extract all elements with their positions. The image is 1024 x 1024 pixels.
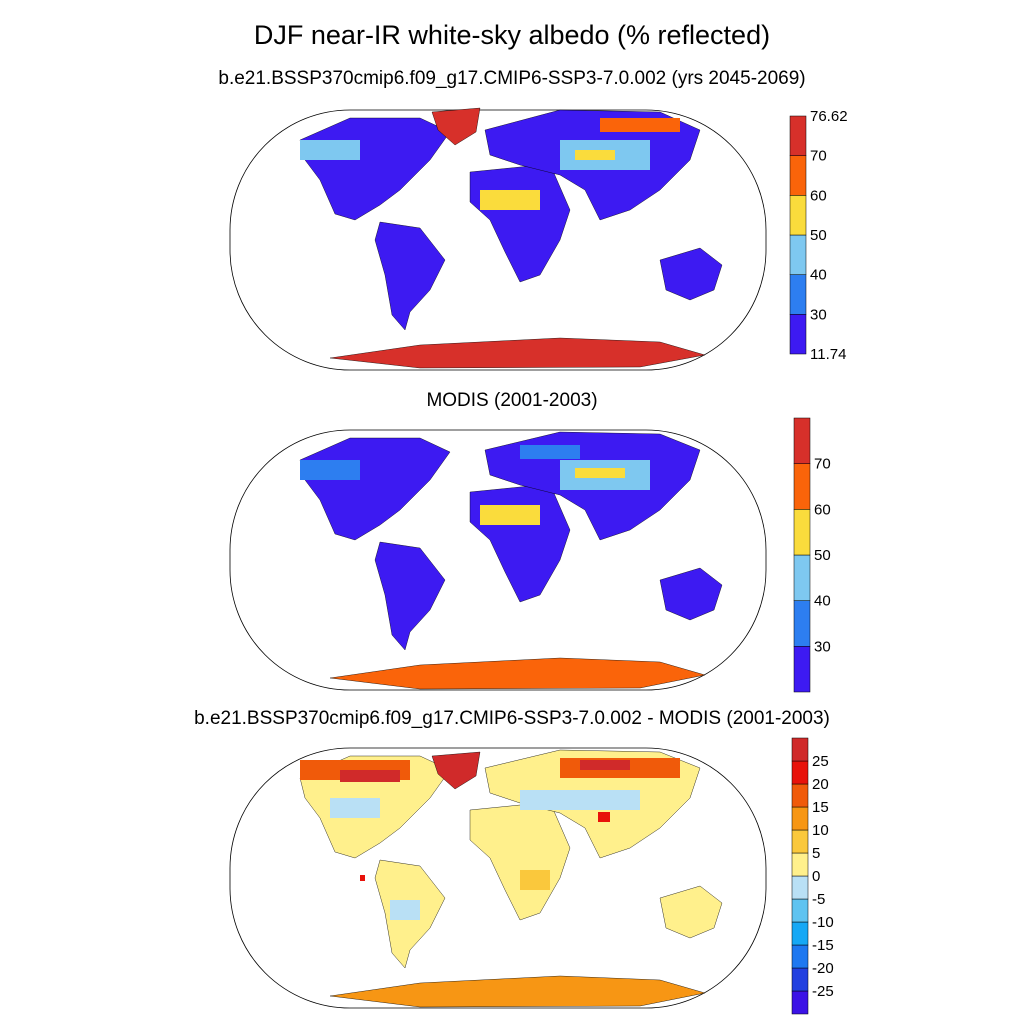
map-panel-modis xyxy=(229,429,767,691)
colorbar-tick-label: 60 xyxy=(810,187,827,204)
colorbar-swatch xyxy=(791,852,809,877)
colorbar-tick-label: -20 xyxy=(812,960,834,977)
colorbar-swatch xyxy=(789,195,807,236)
colorbar-tick-label: -10 xyxy=(812,914,834,931)
colorbar-swatch xyxy=(791,898,809,923)
colorbar-swatch xyxy=(791,967,809,992)
colorbar-swatch xyxy=(789,274,807,315)
map-highlight-cells xyxy=(300,445,650,525)
colorbar-swatch xyxy=(789,234,807,275)
colorbar-tick-label: 70 xyxy=(814,456,831,473)
map-panel-model xyxy=(229,107,767,371)
map-boundary xyxy=(229,429,767,691)
colorbar-1: 30 40 50 60 70 xyxy=(793,417,831,693)
colorbar-swatch xyxy=(789,155,807,196)
colorbar-tick-label: 76.62 xyxy=(810,108,848,125)
colorbar-tick-label: 5 xyxy=(812,845,820,862)
colorbar-tick-label: 30 xyxy=(814,638,831,655)
colorbar-tick-label: 11.74 xyxy=(810,346,846,363)
map-landmass-antarctica xyxy=(329,657,706,690)
colorbar-swatch xyxy=(791,806,809,831)
colorbar-swatch xyxy=(791,760,809,785)
figure-title: DJF near-IR white-sky albedo (% reflecte… xyxy=(253,20,771,50)
map-landmass-north-america xyxy=(299,117,451,221)
map-landmass-africa xyxy=(469,483,571,603)
map-landmass-africa xyxy=(469,163,571,283)
map-landmass-greenland xyxy=(431,751,481,790)
colorbar-swatch xyxy=(791,990,809,1015)
colorbar-swatch xyxy=(793,509,811,556)
colorbar-swatch xyxy=(793,554,811,601)
colorbar-swatch xyxy=(789,314,807,355)
map-landmass-greenland xyxy=(431,107,481,146)
colorbar-0: 11.74 30 40 50 60 70 76.62 xyxy=(789,108,848,363)
colorbar-tick-label: 0 xyxy=(812,868,820,885)
colorbar-swatch xyxy=(791,875,809,900)
colorbar-swatch xyxy=(791,921,809,946)
colorbar-swatch xyxy=(791,783,809,808)
colorbar-swatch xyxy=(793,463,811,510)
colorbar-tick-label: 30 xyxy=(810,306,827,323)
map-landmass-africa xyxy=(469,801,571,921)
colorbar-swatch xyxy=(791,944,809,969)
map-landmass-north-america xyxy=(299,437,451,541)
colorbar-swatch xyxy=(793,600,811,647)
map-panel-difference xyxy=(229,747,767,1009)
panel-title-model: b.e21.BSSP370cmip6.f09_g17.CMIP6-SSP3-7.… xyxy=(218,68,806,89)
colorbar-tick-label: -5 xyxy=(812,891,825,908)
panel-title-modis: MODIS (2001-2003) xyxy=(426,390,598,411)
colorbars: 11.74304050607076.623040506070-25-20-15-… xyxy=(789,108,848,1015)
colorbar-tick-label: 60 xyxy=(814,501,831,518)
map-landmass-antarctica xyxy=(329,337,706,369)
map-boundary xyxy=(229,747,767,1009)
colorbar-tick-label: 40 xyxy=(814,593,831,610)
colorbar-tick-label: 50 xyxy=(814,547,831,564)
colorbar-tick-label: 15 xyxy=(812,799,829,816)
map-landmass-australia xyxy=(659,567,723,621)
colorbar-swatch xyxy=(793,417,811,464)
panel-title-difference: b.e21.BSSP370cmip6.f09_g17.CMIP6-SSP3-7.… xyxy=(194,708,830,729)
colorbar-tick-label: 40 xyxy=(810,267,827,284)
colorbar-tick-label: 10 xyxy=(812,822,829,839)
map-landmass-antarctica xyxy=(329,975,706,1008)
colorbar-tick-label: -25 xyxy=(812,983,834,1000)
map-landmass-south-america xyxy=(374,221,446,331)
colorbar-tick-label: 50 xyxy=(810,227,827,244)
map-landmass-south-america xyxy=(374,541,446,651)
map-highlight-cells xyxy=(300,758,680,920)
map-landmass-australia xyxy=(659,885,723,939)
colorbar-swatch xyxy=(791,737,809,762)
colorbar-tick-label: 20 xyxy=(812,776,829,793)
map-boundary xyxy=(229,109,767,371)
colorbar-tick-label: 70 xyxy=(810,148,827,165)
colorbar-tick-label: 25 xyxy=(812,753,829,770)
colorbar-swatch xyxy=(789,115,807,156)
colorbar-2: -25 -20 -15 -10 -5 0 5 10 15 20 25 xyxy=(791,737,834,1015)
colorbar-swatch xyxy=(791,829,809,854)
colorbar-swatch xyxy=(793,646,811,693)
colorbar-tick-label: -15 xyxy=(812,937,834,954)
map-landmass-australia xyxy=(659,247,723,301)
map-highlight-cells xyxy=(300,118,680,210)
